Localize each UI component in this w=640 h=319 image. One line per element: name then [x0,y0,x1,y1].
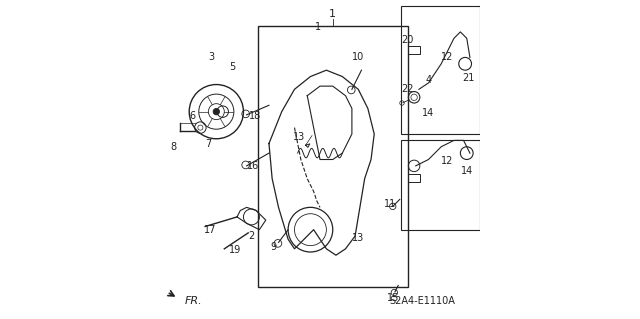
Text: 13: 13 [293,132,305,142]
Bar [408,174,420,182]
Text: 1: 1 [329,9,336,19]
Bar [401,140,479,230]
Bar [408,46,420,54]
Text: 12: 12 [442,52,454,63]
Text: 7: 7 [205,138,211,149]
Text: 20: 20 [401,35,414,45]
Text: 10: 10 [352,52,364,63]
Text: 8: 8 [170,142,177,152]
Text: 11: 11 [384,199,396,209]
Text: 18: 18 [248,111,260,122]
Text: 5: 5 [229,62,236,72]
Text: 6: 6 [189,111,195,122]
Text: 2: 2 [248,231,255,241]
Bar [401,6,479,134]
Text: 4: 4 [426,75,431,85]
Text: 22: 22 [401,84,414,94]
Text: 16: 16 [247,161,259,171]
Text: 12: 12 [442,156,454,166]
Text: 15: 15 [387,293,399,303]
Text: 14: 14 [461,166,473,176]
Text: 19: 19 [229,245,241,256]
Text: 3: 3 [209,52,214,63]
Text: FR.: FR. [184,296,202,307]
Text: 13: 13 [351,233,364,243]
Text: S2A4-E1110A: S2A4-E1110A [389,296,455,307]
Text: 1: 1 [316,22,321,32]
Text: 9: 9 [271,242,277,252]
Bar [258,26,408,287]
Text: 14: 14 [422,108,435,118]
Circle shape [213,108,220,115]
Text: 17: 17 [204,225,216,235]
Text: 21: 21 [462,73,474,83]
